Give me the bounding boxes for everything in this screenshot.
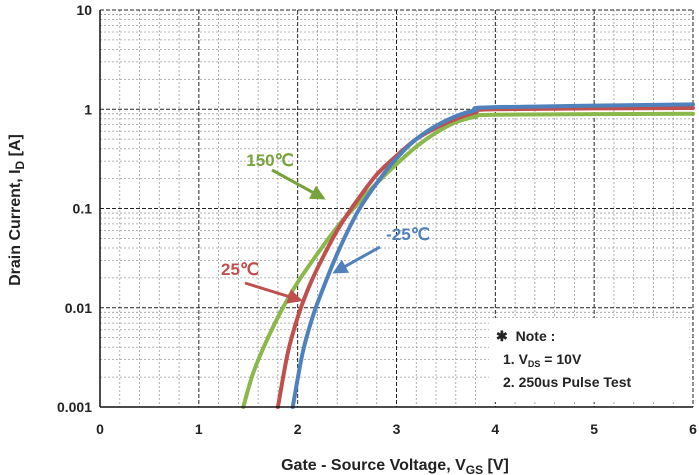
series-line-2 — [290, 102, 695, 409]
note-line-1-sub: DS — [528, 359, 541, 369]
y-tick-label: 0.01 — [65, 300, 92, 316]
x-axis-label-main: Gate - Source Voltage, V — [281, 457, 466, 474]
y-tick-label: 0.001 — [57, 399, 92, 415]
x-axis-label-sub: GS — [466, 463, 483, 475]
axes — [99, 10, 693, 408]
y-axis-label-rest: [A] — [7, 134, 24, 161]
y-tick-label: 1 — [84, 101, 92, 117]
tick-labels: 0 1 2 3 4 5 6 0.001 0.01 0.1 1 10 — [57, 2, 697, 437]
note-symbol: ✱ — [496, 328, 508, 344]
x-tick-label: 1 — [195, 421, 203, 437]
y-axis-label-main: Drain Current, I — [7, 169, 24, 285]
annotation-label-0: 150℃ — [246, 151, 293, 170]
annotation-arrow-2 — [332, 245, 381, 274]
curves — [241, 102, 695, 409]
note-title-text: Note : — [516, 328, 556, 344]
x-tick-label: 6 — [689, 421, 697, 437]
annotations: 150℃ 25℃ -25℃ — [221, 151, 430, 304]
note-line-1: 1. VDS = 10V — [503, 351, 582, 369]
x-axis-label-rest: [V] — [483, 457, 509, 474]
x-tick-label: 5 — [590, 421, 598, 437]
annotation-arrow-1 — [244, 281, 303, 304]
note-box: ✱ Note : 1. VDS = 10V 2. 250us Pulse Tes… — [489, 318, 689, 402]
x-tick-label: 2 — [294, 421, 302, 437]
annotation-arrow-0 — [271, 168, 326, 200]
annotation-label-2: -25℃ — [386, 225, 430, 244]
note-title: ✱ Note : — [496, 328, 555, 344]
y-tick-label: 0.1 — [73, 201, 93, 217]
y-tick-label: 10 — [76, 2, 92, 18]
x-tick-label: 3 — [393, 421, 401, 437]
annotation-label-1: 25℃ — [221, 260, 259, 279]
note-line-2: 2. 250us Pulse Test — [503, 374, 631, 390]
y-axis-label: Drain Current, ID [A] — [7, 134, 27, 286]
y-axis-label-sub: D — [13, 160, 27, 169]
x-axis-label: Gate - Source Voltage, VGS [V] — [281, 457, 509, 475]
note-line-1-rest: = 10V — [540, 351, 582, 367]
note-line-1-main: 1. V — [503, 351, 529, 367]
x-tick-label: 0 — [96, 421, 104, 437]
x-tick-label: 4 — [491, 421, 499, 437]
